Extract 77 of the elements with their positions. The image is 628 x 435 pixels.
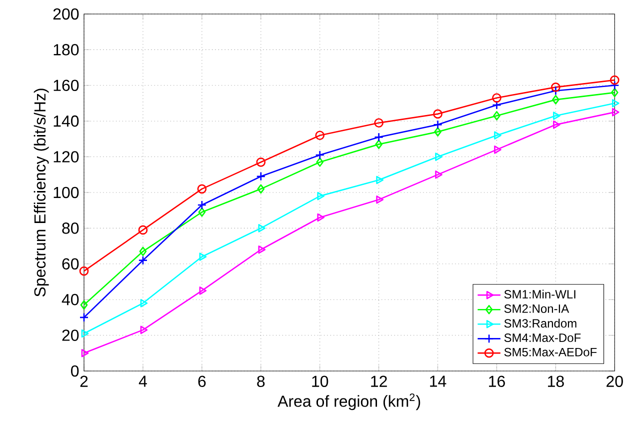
- point: [376, 196, 384, 204]
- y-tick-label: 60: [62, 258, 79, 270]
- point: [610, 88, 618, 98]
- point: [79, 312, 89, 322]
- x-tick-label: 16: [489, 376, 505, 388]
- point: [81, 349, 89, 358]
- x-axis-title: Area of region (km$^{2}$): [278, 394, 420, 410]
- point: [316, 157, 324, 167]
- point: [138, 225, 148, 235]
- legend-label: SM4:Max-DoF: [504, 333, 581, 342]
- y-tick-label: 180: [54, 44, 79, 56]
- y-tick-label: 80: [62, 222, 79, 234]
- x-tick-label: 10: [312, 376, 328, 388]
- point: [315, 150, 325, 160]
- y-tick-label: 140: [54, 115, 79, 127]
- point: [612, 99, 620, 108]
- point: [79, 266, 89, 276]
- point: [492, 93, 502, 103]
- y-tick-label: 40: [62, 294, 79, 306]
- point: [376, 176, 384, 184]
- point: [138, 256, 148, 265]
- point: [612, 108, 620, 116]
- point: [494, 131, 502, 140]
- y-tick-label: 200: [53, 8, 79, 20]
- point: [552, 95, 560, 104]
- point: [258, 245, 266, 254]
- y-axis-title: Spectrum Efficiency (bit/s/Hz): [34, 88, 49, 297]
- point: [199, 252, 207, 261]
- point: [256, 172, 266, 182]
- point: [433, 109, 442, 119]
- point: [494, 146, 502, 154]
- x-tick-label: 6: [198, 376, 206, 388]
- point: [140, 326, 148, 334]
- point: [493, 111, 500, 120]
- y-tick-label: 0: [71, 365, 79, 377]
- point: [140, 299, 148, 308]
- point: [256, 157, 266, 167]
- point: [610, 75, 620, 85]
- x-tick-label: 2: [80, 376, 88, 387]
- point: [435, 170, 442, 179]
- point: [433, 120, 442, 130]
- y-tick-label: 120: [54, 151, 79, 162]
- x-tick-label: 14: [430, 376, 446, 387]
- point: [81, 329, 89, 338]
- point: [315, 130, 325, 140]
- x-tick-label: 8: [257, 376, 265, 388]
- y-tick-label: 20: [62, 330, 79, 341]
- point: [197, 184, 207, 194]
- legend-label: SM2:Non-IA: [504, 304, 570, 313]
- legend-label: SM1:Min-WLI: [504, 290, 576, 299]
- point: [610, 80, 620, 90]
- legend-label: SM5:Max-AEDoF: [504, 348, 597, 356]
- point: [139, 246, 147, 256]
- point: [492, 100, 502, 110]
- point: [197, 200, 207, 210]
- point: [375, 140, 382, 149]
- y-tick-label: 160: [54, 80, 79, 92]
- point: [374, 132, 384, 142]
- x-tick-label: 18: [548, 376, 564, 388]
- x-tick-label: 20: [606, 376, 623, 388]
- point: [317, 192, 325, 200]
- x-tick-label: 4: [138, 376, 147, 387]
- point: [434, 127, 442, 136]
- point: [551, 82, 560, 92]
- x-tick-label: 12: [371, 376, 387, 387]
- point: [258, 224, 266, 232]
- point: [553, 120, 560, 129]
- point: [199, 286, 207, 295]
- point: [257, 184, 265, 194]
- point: [553, 112, 560, 120]
- y-tick-label: 100: [54, 186, 79, 198]
- point: [198, 207, 206, 217]
- point: [374, 118, 384, 128]
- legend-label: SM3:Random: [504, 318, 576, 328]
- point: [435, 152, 442, 161]
- point: [80, 300, 88, 310]
- point: [317, 213, 325, 222]
